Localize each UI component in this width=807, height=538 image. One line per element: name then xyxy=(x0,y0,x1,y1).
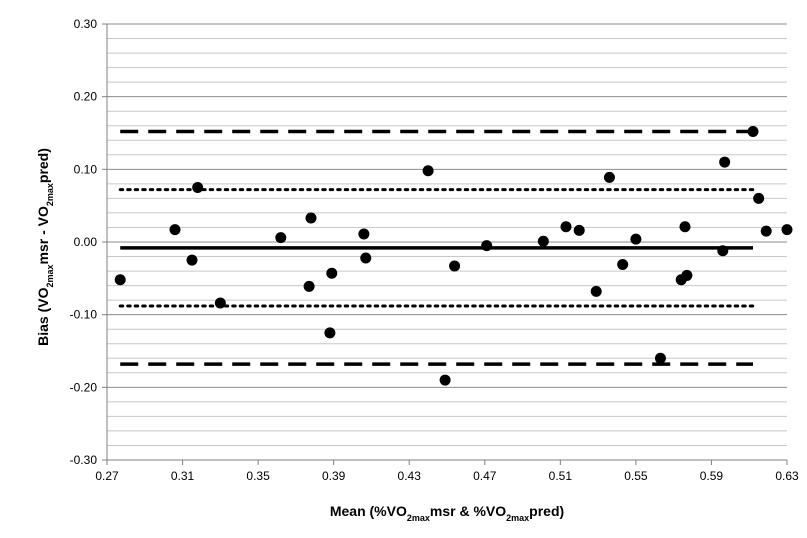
y-tick-label: 0.20 xyxy=(74,90,98,104)
data-point xyxy=(679,221,691,233)
data-point xyxy=(753,192,765,204)
data-point xyxy=(214,297,226,309)
subscript-text: 2max xyxy=(45,183,55,206)
data-point xyxy=(326,267,338,279)
data-point xyxy=(617,259,629,271)
x-tick-label: 0.39 xyxy=(322,469,346,483)
reference-lines xyxy=(118,129,755,366)
subscript-text: 2max xyxy=(506,513,529,523)
data-point xyxy=(719,156,731,168)
x-tick-labels: 0.27 0.31 0.35 0.39 0.43 0.47 0.51 0.55 0.59 0.63 xyxy=(95,469,799,483)
title-text: pred) xyxy=(35,148,51,183)
data-point xyxy=(360,252,372,264)
data-point xyxy=(654,352,666,364)
title-text: Bias (VO xyxy=(35,287,51,345)
data-point xyxy=(481,240,493,252)
title-text: msr - VO xyxy=(35,206,51,264)
data-point xyxy=(747,126,759,138)
y-tick-label: -0.10 xyxy=(70,308,98,322)
x-tick-label: 0.55 xyxy=(624,469,648,483)
y-tick-label: 0.00 xyxy=(74,235,98,249)
data-point xyxy=(449,260,461,272)
data-point xyxy=(537,235,549,247)
axes xyxy=(102,23,788,465)
data-point xyxy=(192,182,204,193)
data-point xyxy=(590,285,602,297)
y-axis-title: Bias (VO2maxmsr - VO2maxpred) xyxy=(35,148,55,346)
x-tick-label: 0.59 xyxy=(700,469,724,483)
data-point xyxy=(422,165,434,177)
x-tick-label: 0.51 xyxy=(549,469,573,483)
data-point xyxy=(630,233,642,245)
x-tick-label: 0.35 xyxy=(246,469,270,483)
y-tick-labels: 0.30 0.20 0.10 0.00 -0.10 -0.20 -0.30 xyxy=(70,17,98,467)
data-point xyxy=(305,212,317,224)
data-point xyxy=(760,225,772,237)
data-point xyxy=(717,245,729,257)
title-text: pred) xyxy=(529,503,564,519)
y-tick-label: 0.10 xyxy=(74,162,98,176)
gridlines xyxy=(107,23,787,461)
subscript-text: 2max xyxy=(407,513,430,523)
data-point xyxy=(324,327,336,339)
data-point xyxy=(681,269,693,281)
y-tick-label: -0.20 xyxy=(70,380,98,394)
data-point xyxy=(114,274,126,286)
data-point xyxy=(573,224,585,236)
x-tick-label: 0.31 xyxy=(171,469,195,483)
title-text: Mean (%VO xyxy=(330,503,407,519)
subscript-text: 2max xyxy=(45,265,55,288)
data-point xyxy=(603,171,615,183)
x-tick-label: 0.43 xyxy=(398,469,422,483)
x-tick-label: 0.63 xyxy=(775,469,799,483)
y-tick-label: 0.30 xyxy=(74,17,98,31)
data-point xyxy=(560,221,572,233)
y-tick-label: -0.30 xyxy=(70,453,98,467)
data-point xyxy=(275,232,287,244)
x-tick-label: 0.27 xyxy=(95,469,119,483)
title-text: msr & %VO xyxy=(430,503,506,519)
x-axis-title: Mean (%VO2maxmsr & %VO2maxpred) xyxy=(330,503,564,523)
data-point xyxy=(169,224,181,236)
x-tick-label: 0.47 xyxy=(473,469,497,483)
data-points xyxy=(114,126,793,386)
data-point xyxy=(186,254,198,266)
data-point xyxy=(439,374,451,386)
data-point xyxy=(303,280,315,292)
data-point xyxy=(781,224,793,236)
data-point xyxy=(358,228,370,240)
